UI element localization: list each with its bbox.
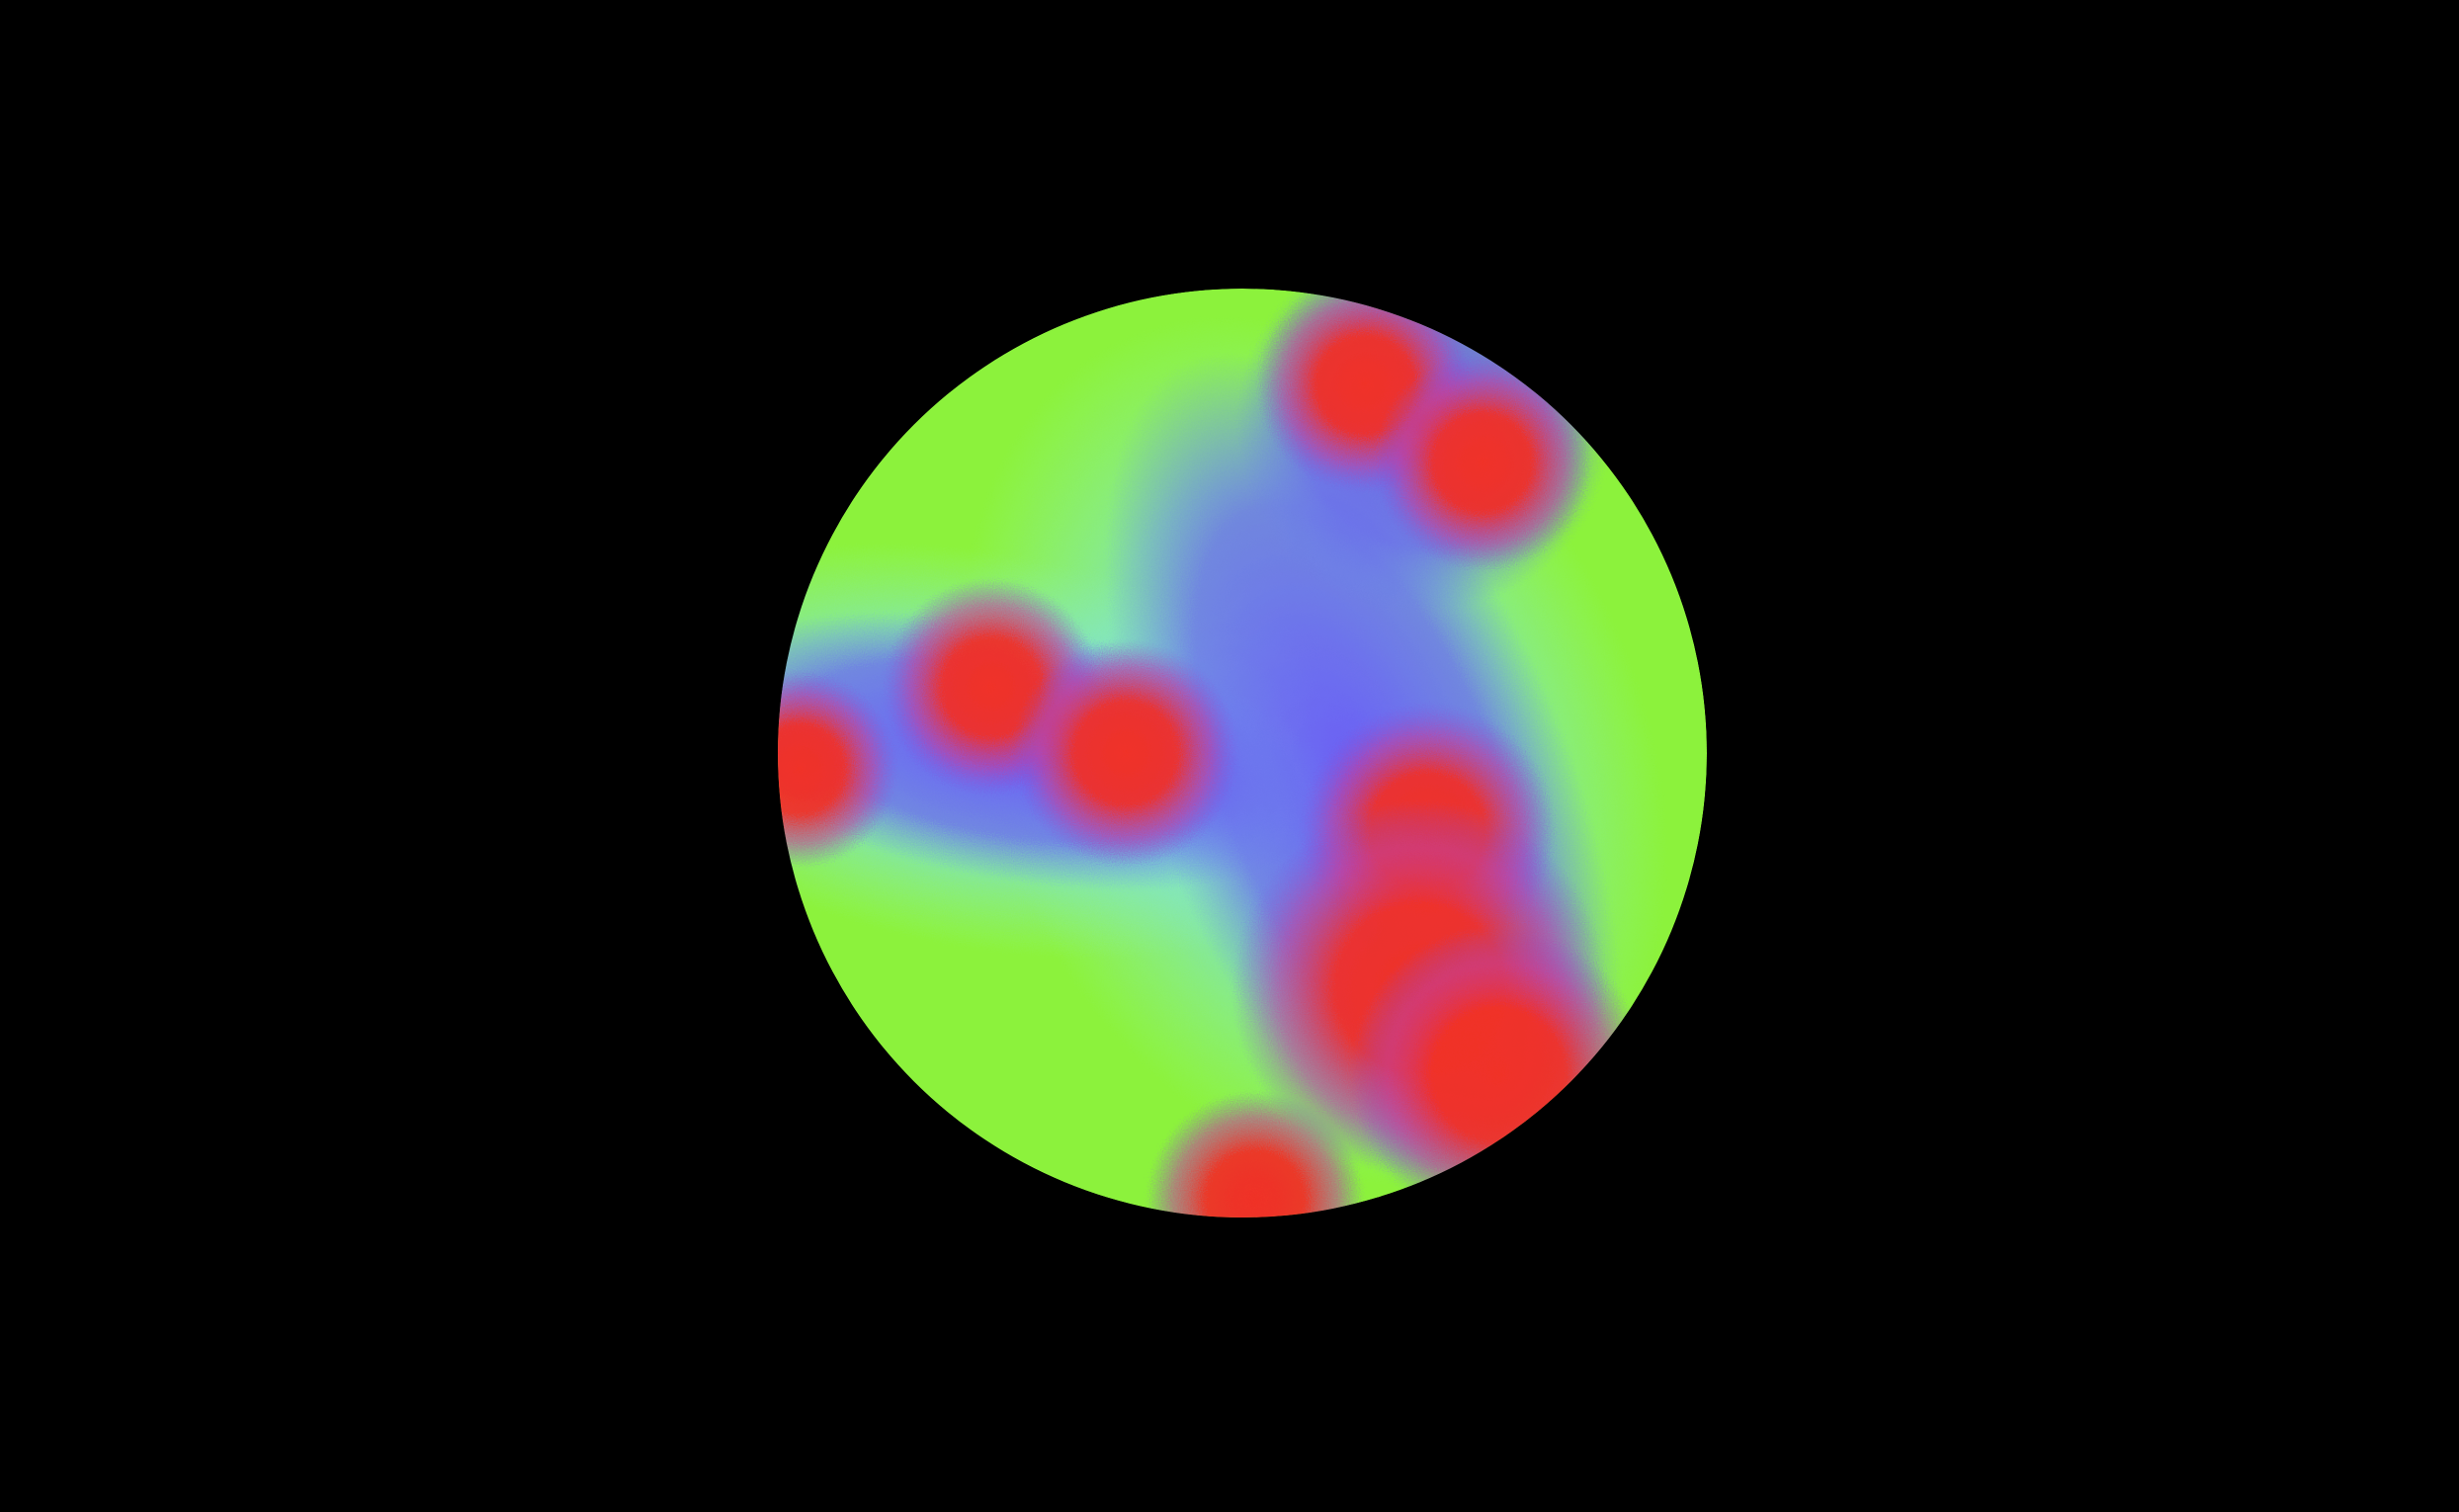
field <box>778 289 1667 1218</box>
disc <box>778 289 1707 1218</box>
